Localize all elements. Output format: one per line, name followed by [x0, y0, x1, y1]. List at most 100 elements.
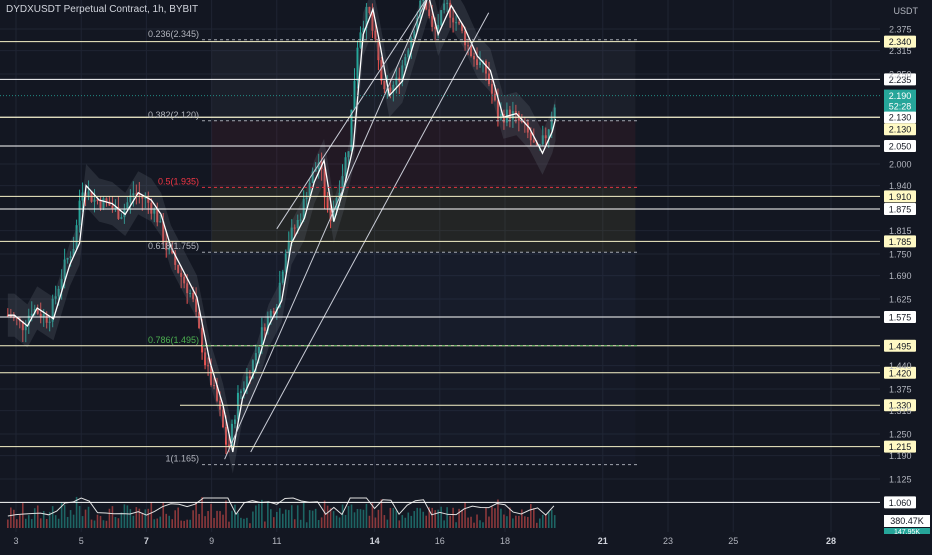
- candle-body: [550, 118, 553, 130]
- volume-bar: [311, 510, 314, 528]
- volume-bar: [290, 505, 293, 528]
- candle-body: [108, 201, 111, 206]
- volume-bar: [84, 509, 87, 528]
- candle-body: [479, 62, 482, 66]
- volume-bar: [452, 507, 454, 528]
- candle-body: [341, 176, 344, 193]
- price-tick-label: 1.440: [889, 361, 912, 371]
- time-tick-label: 9: [209, 536, 214, 546]
- volume-bar: [51, 506, 54, 528]
- candle-body: [36, 308, 39, 314]
- volume-bar: [243, 518, 245, 528]
- candle-body: [102, 198, 105, 209]
- volume-bar: [389, 507, 392, 528]
- candle-body: [39, 313, 42, 318]
- level-label: 1.785: [889, 237, 912, 247]
- candle-body: [180, 272, 183, 277]
- volume-bar: [237, 512, 239, 528]
- candle-body: [266, 316, 269, 331]
- volume-bar: [425, 515, 428, 528]
- price-tick-label: 1.250: [889, 430, 912, 440]
- volume-bar: [93, 520, 96, 528]
- candle-body: [314, 169, 317, 172]
- volume-bar: [180, 520, 182, 528]
- volume-bar: [21, 503, 24, 528]
- volume-bar: [494, 508, 496, 528]
- candle-body: [308, 182, 311, 198]
- candle-body: [183, 276, 186, 284]
- volume-bar: [341, 504, 344, 528]
- time-tick-label: 21: [598, 536, 608, 546]
- candle-body: [529, 132, 532, 141]
- trendline: [276, 0, 427, 230]
- volume-bar: [111, 506, 114, 528]
- candle-body: [162, 221, 165, 243]
- volume-bar: [404, 517, 407, 528]
- volume-bar: [362, 509, 365, 528]
- candle-body: [186, 283, 189, 294]
- candle-body: [153, 209, 156, 214]
- candle-body: [290, 227, 293, 242]
- candle-body: [239, 391, 242, 393]
- volume-bar: [287, 510, 290, 528]
- time-tick-label: 16: [435, 536, 445, 546]
- volume-bar: [467, 517, 469, 528]
- price-tick-label: 2.315: [889, 46, 912, 56]
- candle-body: [75, 225, 78, 249]
- volume-badge-2-label: 147.95K: [894, 529, 920, 536]
- candle-body: [323, 168, 326, 198]
- candle-body: [165, 242, 168, 251]
- fib-retracement[interactable]: 0.236(2.345) 0.382(2.120) 0.5(1.935) 0.618(…: [148, 29, 638, 466]
- volume-bar: [120, 512, 123, 528]
- candle-body: [311, 171, 314, 183]
- candle-body: [129, 195, 132, 203]
- volume-bar: [261, 499, 263, 528]
- volume-bar: [347, 506, 350, 528]
- price-tick-label: 1.815: [889, 226, 912, 236]
- volume-bar: [204, 516, 206, 528]
- volume-bar: [126, 505, 129, 528]
- candle-body: [272, 310, 275, 314]
- fib-label: 0.382(2.120): [148, 110, 199, 120]
- candle-body: [499, 113, 502, 119]
- volume-bar: [401, 515, 404, 528]
- volume-bar: [156, 518, 159, 528]
- volume-bar: [99, 515, 102, 528]
- time-tick-label: 7: [144, 536, 149, 546]
- volume-bar: [141, 512, 144, 528]
- candle-body: [449, 2, 452, 18]
- candle-body: [144, 197, 147, 199]
- candle-body: [392, 84, 395, 92]
- candle-body: [287, 241, 290, 254]
- volume-bar: [550, 509, 553, 528]
- candle-body: [443, 3, 446, 11]
- candle-body: [192, 292, 195, 300]
- countdown-label: 52:28: [889, 102, 912, 112]
- candle-body: [93, 199, 96, 202]
- fib-zone-yellow: [211, 187, 636, 253]
- volume-bar: [509, 507, 511, 528]
- volume-bar: [63, 504, 66, 528]
- candle-body: [476, 59, 479, 66]
- candle-body: [541, 135, 544, 145]
- candle-body: [490, 84, 493, 94]
- level-label: 2.235: [889, 75, 912, 85]
- trendlines[interactable]: [224, 0, 490, 460]
- candle-body: [236, 392, 239, 420]
- volume-bar: [177, 507, 179, 528]
- candle-body: [54, 296, 57, 299]
- volume-bar: [57, 518, 60, 528]
- price-tick-label: 1.940: [889, 181, 912, 191]
- volume-bar: [96, 514, 99, 528]
- volume-bar: [219, 511, 221, 528]
- horizontal-levels[interactable]: 2.340 2.235 2.130 2.130 2.050 1.910 1.875 1.785…: [0, 35, 916, 509]
- candle-body: [242, 387, 245, 392]
- candle-body: [502, 113, 505, 123]
- time-tick-label: 28: [826, 536, 836, 546]
- candle-body: [410, 37, 413, 51]
- volume-bar: [368, 515, 371, 528]
- candle-body: [293, 227, 296, 229]
- volume-bar: [518, 515, 520, 528]
